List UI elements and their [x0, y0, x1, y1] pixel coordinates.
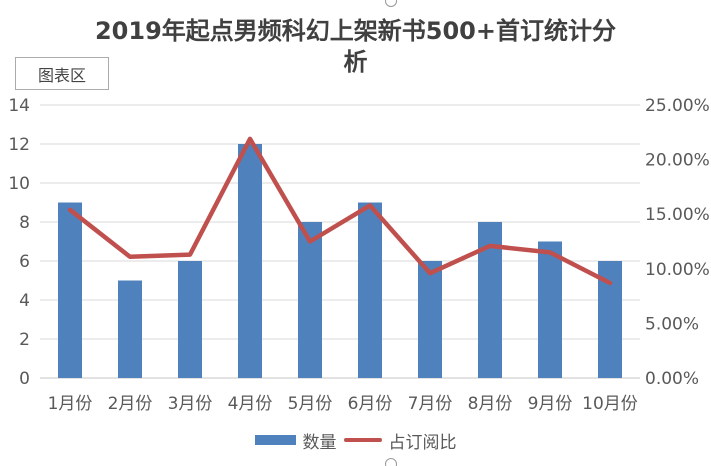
chart-title-line-1: 2019年起点男频科幻上架新书500+首订统计分 — [94, 17, 616, 45]
x-axis-category-label: 5月份 — [288, 394, 333, 414]
y-axis-right-tick-label: 15.00% — [645, 205, 710, 225]
y-axis-left-tick-label: 0 — [19, 369, 30, 389]
y-axis-right-tick-label: 20.00% — [645, 151, 710, 171]
chart-area-tooltip: 图表区 — [15, 57, 109, 90]
bar-5月份[interactable] — [298, 222, 322, 378]
y-axis-left-tick-label: 12 — [8, 135, 30, 155]
bar-1月份[interactable] — [58, 202, 82, 379]
subscription-rate-line[interactable] — [67, 136, 613, 286]
y-axis-left-tick-label: 14 — [8, 96, 30, 116]
y-axis-left-tick-label: 10 — [8, 174, 30, 194]
bar-3月份[interactable] — [178, 261, 202, 378]
y-axis-left-tick-label: 6 — [19, 252, 30, 272]
x-axis-category-label: 9月份 — [528, 394, 573, 414]
x-axis-category-label: 4月份 — [228, 394, 273, 414]
legend-label-quantity[interactable]: 数量 — [302, 432, 337, 453]
bar-6月份[interactable] — [358, 202, 382, 379]
x-axis-category-label: 6月份 — [348, 394, 393, 414]
legend-line-swatch — [343, 437, 382, 443]
selection-handle-bottom[interactable] — [385, 458, 397, 466]
legend-label-subscription-rate[interactable]: 占订阅比 — [388, 432, 457, 453]
x-axis-category-label: 8月份 — [468, 394, 513, 414]
legend[interactable]: 数量 占订阅比 — [0, 430, 711, 453]
y-axis-left-tick-label: 4 — [19, 291, 30, 311]
x-axis-category-label: 3月份 — [168, 394, 213, 414]
bar-2月份[interactable] — [118, 280, 142, 379]
chart-title[interactable]: 2019年起点男频科幻上架新书500+首订统计分 析 — [36, 16, 676, 78]
x-axis-category-label: 7月份 — [408, 394, 453, 414]
y-axis-right-tick-label: 25.00% — [645, 96, 710, 116]
chart-area-tooltip-label: 图表区 — [37, 65, 86, 85]
x-axis-category-label: 1月份 — [48, 394, 93, 414]
bar-7月份[interactable] — [418, 261, 442, 378]
y-axis-right-tick-label: 0.00% — [645, 369, 699, 389]
y-axis-right-tick-label: 10.00% — [645, 260, 710, 280]
x-axis-category-label: 2月份 — [108, 394, 153, 414]
bar-9月份[interactable] — [538, 241, 562, 379]
y-axis-left-tick-label: 8 — [19, 213, 30, 233]
chart-title-line-2: 析 — [343, 48, 368, 76]
y-axis-left-tick-label: 2 — [19, 330, 30, 350]
y-axis-right-tick-label: 5.00% — [645, 314, 699, 334]
x-axis-category-label: 10月份 — [582, 394, 638, 414]
legend-bar-swatch — [254, 435, 296, 445]
bar-4月份[interactable] — [238, 144, 262, 378]
